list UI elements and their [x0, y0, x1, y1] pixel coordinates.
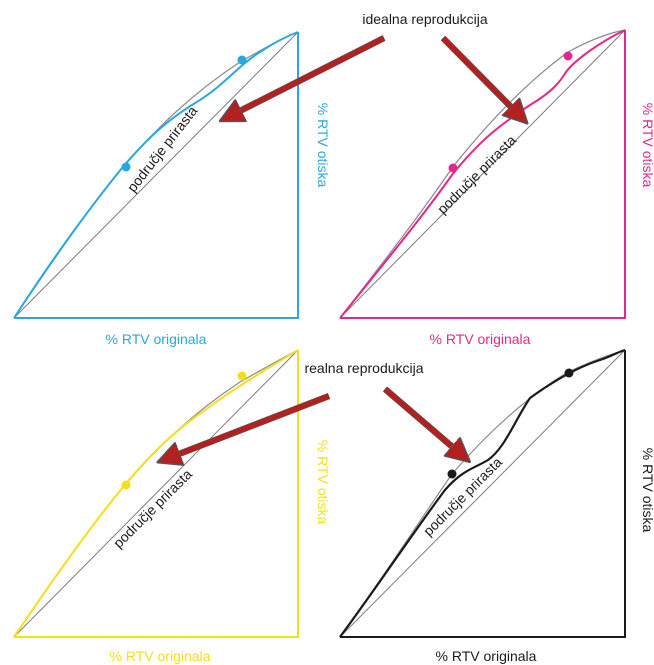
x-axis-label: % RTV originala: [106, 331, 207, 347]
curve-point: [121, 162, 131, 172]
reference-gain-curve: [339, 29, 626, 319]
ideal-reproduction-line: [339, 29, 626, 319]
curve-point: [564, 368, 574, 378]
arrows: [166, 35, 521, 459]
arrow-ideal-left-fill: [228, 35, 386, 117]
curve-point: [237, 371, 247, 381]
x-axis-label: % RTV originala: [430, 331, 531, 347]
panel-frame: [340, 350, 626, 638]
curve-point: [447, 469, 457, 479]
dot-gain-curve: [13, 31, 299, 319]
panel-yellow: područje prirasta % RTV originala % RTV …: [13, 349, 331, 664]
arrow-ideal-right-fill: [441, 36, 521, 117]
panel-black: područje prirasta % RTV originala % RTV …: [339, 348, 654, 664]
area-label: područje prirasta: [434, 132, 519, 217]
curve-point: [448, 163, 458, 173]
x-axis-label: % RTV originala: [436, 648, 537, 664]
curve-point: [237, 55, 247, 65]
ideal-reproduction-line: [13, 349, 299, 638]
arrow-real-left-fill: [166, 393, 330, 459]
annotation-real: realna reprodukcija: [304, 360, 423, 376]
panel-magenta: područje prirasta % RTV originala % RTV …: [339, 29, 654, 347]
panel-frame: [14, 32, 299, 319]
area-label: područje prirasta: [124, 103, 201, 195]
y-axis-label: % RTV otiska: [640, 103, 654, 188]
dot-gain-curve: [339, 348, 626, 638]
area-label: područje prirasta: [420, 454, 505, 539]
y-axis-label: % RTV otiska: [315, 440, 331, 525]
annotation-ideal: idealna reprodukcija: [362, 11, 488, 27]
panel-cyan: područje prirasta % RTV originala % RTV …: [13, 31, 331, 347]
x-axis-label: % RTV originala: [110, 648, 211, 664]
y-axis-label: % RTV otiska: [640, 448, 654, 533]
curve-point: [563, 51, 573, 61]
area-label: područje prirasta: [110, 466, 195, 551]
panel-frame: [340, 30, 626, 319]
panel-frame: [14, 350, 299, 638]
ideal-reproduction-line: [13, 31, 299, 319]
ideal-reproduction-line: [339, 349, 626, 638]
dot-gain-curve: [13, 349, 299, 638]
y-axis-label: % RTV otiska: [315, 103, 331, 188]
arrow-real-right-fill: [383, 387, 463, 456]
curve-point: [121, 480, 131, 490]
